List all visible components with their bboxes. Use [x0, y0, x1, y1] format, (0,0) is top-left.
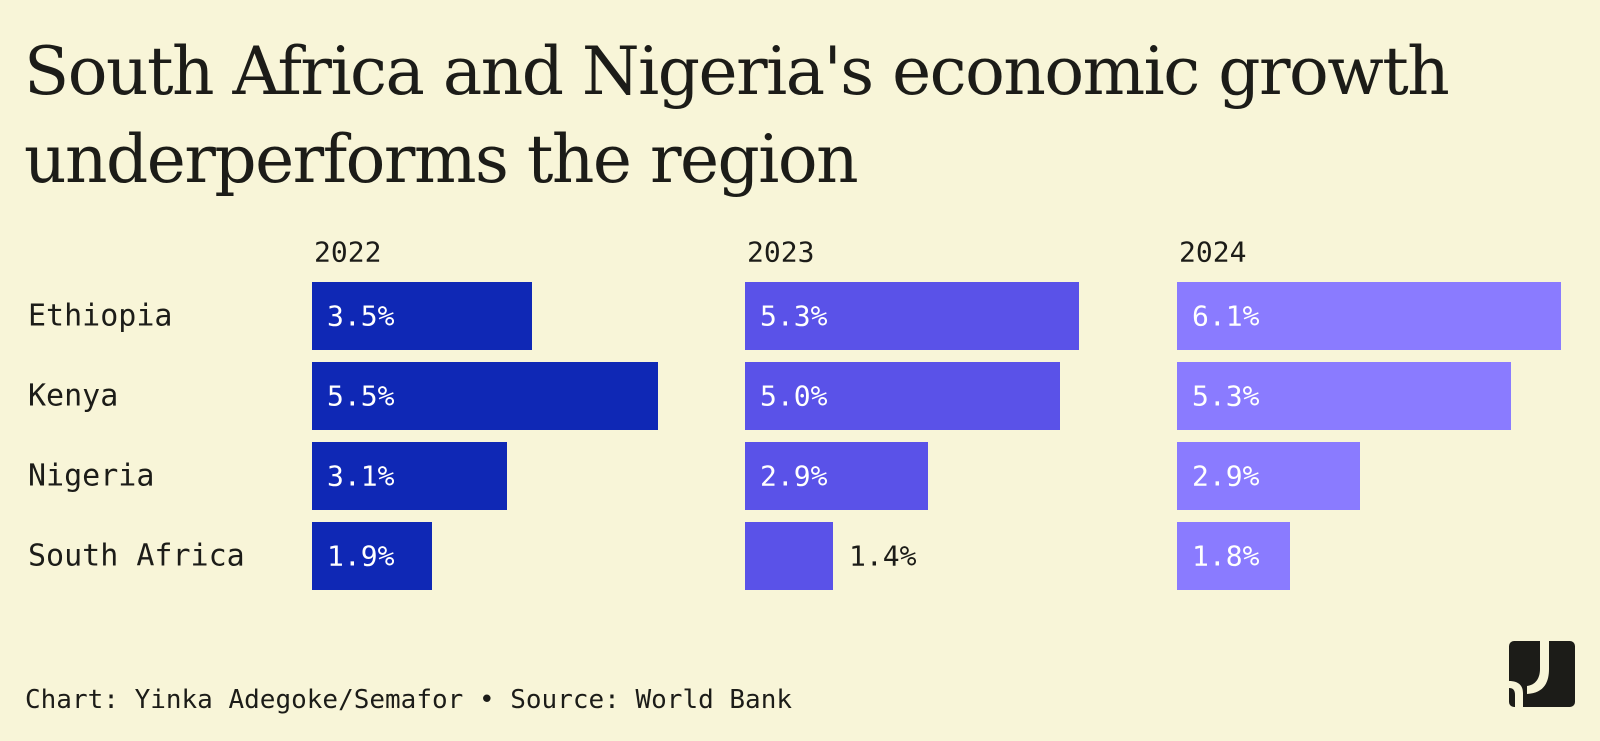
bar-2024-nigeria [1177, 442, 1360, 510]
bar-2022-south-africa [312, 522, 432, 590]
data-label-2023-south-africa: 1.4% [849, 540, 917, 573]
data-label-2023-ethiopia: 5.3% [760, 300, 828, 333]
data-label-2022-ethiopia: 3.5% [327, 300, 395, 333]
bar-2023-ethiopia [745, 282, 1079, 350]
category-label-kenya: Kenya [28, 379, 118, 414]
series-header-2022: 2022 [314, 236, 381, 269]
data-label-2024-south-africa: 1.8% [1192, 540, 1260, 573]
category-label-ethiopia: Ethiopia [28, 299, 173, 334]
data-label-2024-nigeria: 2.9% [1192, 460, 1260, 493]
data-label-2024-kenya: 5.3% [1192, 380, 1260, 413]
category-label-nigeria: Nigeria [28, 459, 154, 494]
semafor-logo-icon [1509, 641, 1575, 707]
data-label-2023-nigeria: 2.9% [760, 460, 828, 493]
bar-2023-south-africa [745, 522, 833, 590]
data-label-2022-south-africa: 1.9% [327, 540, 395, 573]
series-header-2024: 2024 [1179, 236, 1246, 269]
data-label-2022-kenya: 5.5% [327, 380, 395, 413]
category-label-south-africa: South Africa [28, 539, 245, 574]
bar-2024-ethiopia [1177, 282, 1561, 350]
data-label-2022-nigeria: 3.1% [327, 460, 395, 493]
bar-2022-ethiopia [312, 282, 532, 350]
bar-2023-nigeria [745, 442, 928, 510]
chart-title: South Africa and Nigeria's economic grow… [24, 28, 1584, 204]
bar-2023-kenya [745, 362, 1060, 430]
logo-cut [1527, 641, 1549, 694]
chart-title-line-1: South Africa and Nigeria's economic grow… [24, 33, 1450, 110]
chart-credit: Chart: Yinka Adegoke/Semafor • Source: W… [25, 685, 793, 715]
bar-2024-south-africa [1177, 522, 1290, 590]
bar-2022-kenya [312, 362, 658, 430]
bar-2022-nigeria [312, 442, 507, 510]
series-header-2023: 2023 [747, 236, 814, 269]
bar-2024-kenya [1177, 362, 1511, 430]
logo-cut-lower [1509, 681, 1523, 707]
data-label-2023-kenya: 5.0% [760, 380, 828, 413]
chart-title-line-2: underperforms the region [24, 121, 859, 198]
data-label-2024-ethiopia: 6.1% [1192, 300, 1260, 333]
